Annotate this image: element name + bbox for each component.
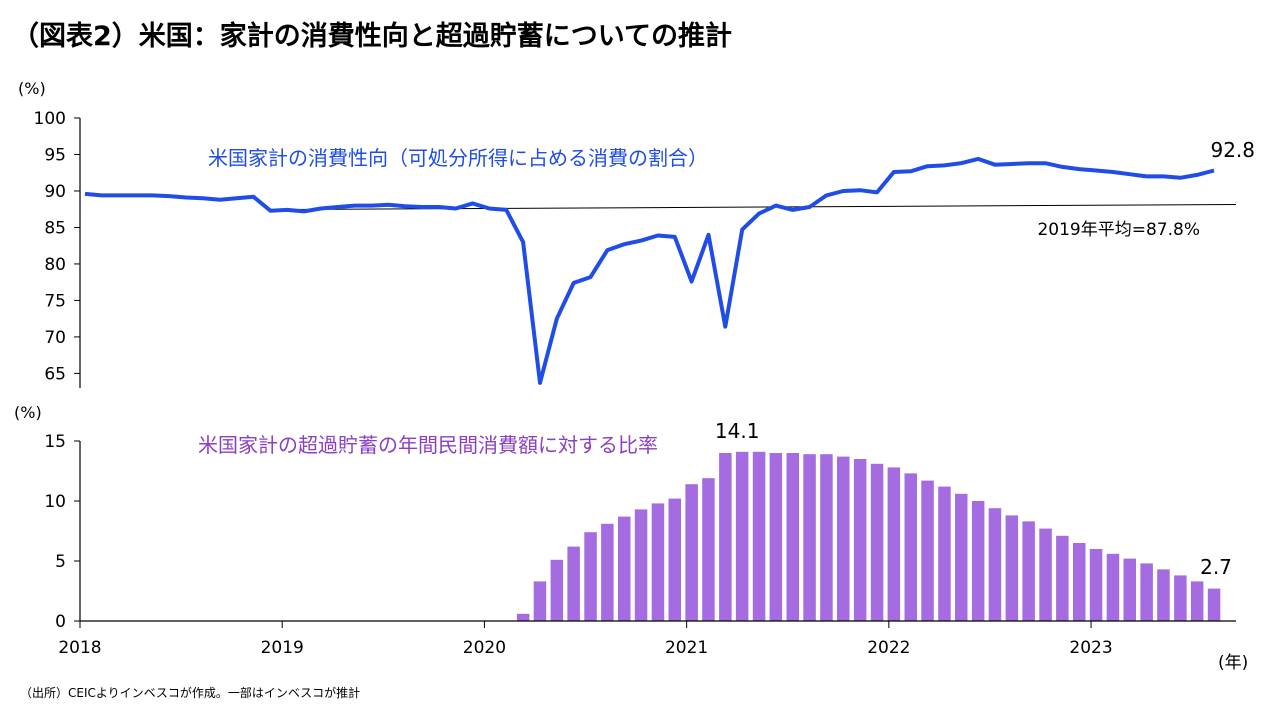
excess-savings-bar (887, 467, 901, 621)
excess-savings-bar (735, 451, 749, 621)
top-y-tick-label: 85 (44, 218, 66, 238)
consumption-rate-end-label: 92.8 (1210, 138, 1255, 162)
bottom-y-tick-label: 5 (55, 552, 66, 572)
excess-savings-bar (584, 532, 597, 621)
top-y-tick-label: 65 (44, 364, 66, 384)
excess-savings-bar (752, 451, 766, 621)
excess-savings-bar (719, 453, 732, 621)
excess-savings-bar (601, 523, 614, 621)
chart-title: （図表2）米国：家計の消費性向と超過貯蓄についての推計 (12, 21, 732, 52)
x-tick-label: 2019 (261, 638, 304, 658)
excess-savings-bar (1022, 521, 1035, 621)
top-y-tick-label: 90 (44, 182, 66, 202)
excess-savings-bar (1073, 543, 1086, 621)
excess-savings-bar (1174, 575, 1187, 621)
excess-savings-bar (904, 473, 917, 621)
excess-savings-bar (634, 509, 648, 621)
excess-savings-series-label: 米国家計の超過貯蓄の年間民間消費額に対する比率 (198, 433, 658, 457)
excess-savings-bar (803, 454, 816, 621)
excess-savings-end-label: 2.7 (1200, 555, 1232, 579)
excess-savings-bar (971, 501, 985, 621)
excess-savings-bar (921, 480, 934, 621)
x-tick-label: 2018 (58, 638, 101, 658)
excess-savings-bar (1190, 581, 1204, 621)
top-y-tick-label: 75 (44, 291, 66, 311)
excess-savings-bar (1123, 558, 1136, 621)
x-tick-label: 2023 (1069, 638, 1112, 658)
excess-savings-bar (685, 484, 698, 621)
excess-savings-bar (1207, 588, 1221, 621)
excess-savings-bar (1039, 528, 1052, 621)
excess-savings-bar (1005, 515, 1019, 621)
top-y-tick-label: 70 (44, 328, 66, 348)
top-y-tick-label: 80 (44, 255, 66, 275)
excess-savings-bar (955, 493, 968, 621)
excess-savings-bar (988, 508, 1002, 621)
excess-savings-bar (1106, 553, 1120, 621)
bottom-y-tick-label: 0 (55, 612, 66, 632)
x-axis-unit: (年) (1218, 653, 1248, 673)
bottom-y-unit: (%) (14, 403, 42, 422)
excess-savings-bar (651, 503, 665, 621)
consumption-rate-panel: 65 70 75 80 85 90 95 100 (%) 2019年平均=87.8% 米国家計の消費… (18, 79, 1255, 388)
top-y-unit: (%) (18, 79, 46, 98)
excess-savings-bar (837, 456, 850, 621)
excess-savings-bar (938, 486, 951, 621)
excess-savings-bar (702, 478, 715, 621)
bottom-y-tick-label: 10 (44, 492, 66, 512)
excess-savings-bar (786, 453, 799, 621)
excess-savings-bar (516, 613, 530, 621)
excess-savings-bar (618, 516, 631, 621)
excess-savings-bar (870, 463, 884, 621)
excess-savings-bar (550, 559, 564, 621)
x-tick-label: 2022 (867, 638, 910, 658)
reference-label: 2019年平均=87.8% (1037, 220, 1200, 240)
source-note: （出所）CEICよりインベスコが作成。一部はインベスコが推計 (20, 686, 361, 700)
excess-savings-bar (769, 453, 783, 621)
x-axis: 2018 2019 2020 2021 2022 2023 (年) (58, 620, 1248, 673)
top-y-tick-label: 95 (44, 145, 66, 165)
consumption-rate-series-label: 米国家計の消費性向（可処分所得に占める消費の割合） (208, 146, 708, 170)
excess-savings-bar (1089, 549, 1103, 621)
excess-savings-bar (668, 498, 681, 621)
excess-savings-bar (1140, 563, 1153, 621)
consumption-rate-line (84, 156, 1215, 385)
excess-savings-panel: 0 5 10 15(%) 米国家計の超過貯蓄の年間民間消費額に対する比率 14.1 2.7 (14, 403, 1232, 632)
excess-savings-bar (567, 546, 580, 621)
excess-savings-peak-label: 14.1 (715, 419, 760, 443)
excess-savings-bar (820, 454, 833, 621)
bottom-y-tick-label: 15 (44, 432, 66, 452)
excess-savings-bar (853, 459, 867, 621)
excess-savings-bar (1157, 569, 1170, 621)
x-tick-label: 2021 (665, 638, 708, 658)
excess-savings-bar (1056, 535, 1069, 621)
x-tick-label: 2020 (463, 638, 506, 658)
excess-savings-bar (533, 581, 547, 621)
top-y-tick-label: 100 (34, 109, 66, 129)
